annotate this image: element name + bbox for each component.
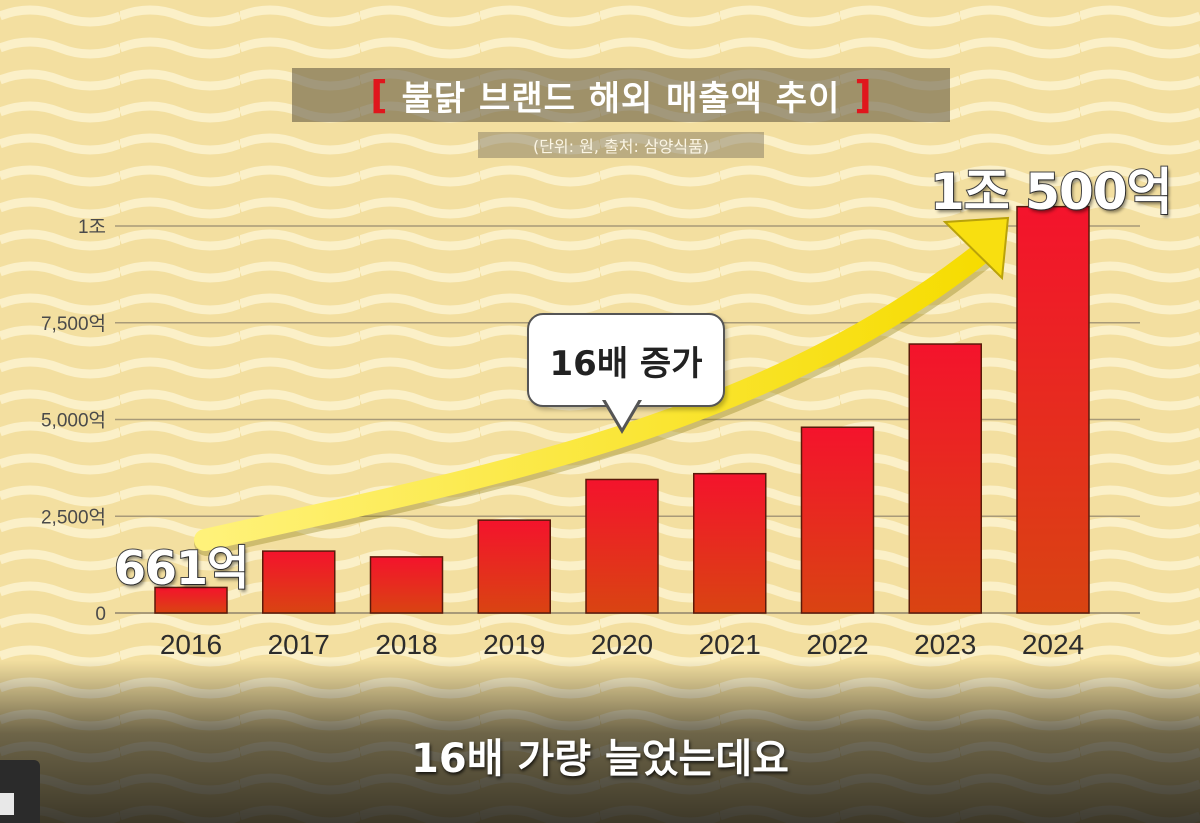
x-tick-label: 2020: [591, 629, 653, 660]
x-tick-label: 2021: [699, 629, 761, 660]
bar-2019: [477, 519, 551, 614]
y-tick-label: 1조: [78, 217, 106, 238]
bars: [154, 205, 1090, 614]
corner-overlay-square: [0, 793, 14, 815]
x-tick-label: 2017: [268, 629, 330, 660]
x-axis-ticks: 2016 2017 2018 2019 2020 2021 2022 2023 2024: [160, 629, 1084, 660]
bar-2022: [800, 426, 875, 614]
bar-2016: [154, 586, 228, 614]
end-value-label: 1조 500억: [929, 162, 1174, 222]
y-tick-label: 7,500억: [41, 313, 106, 335]
bar-2024: [1016, 205, 1090, 614]
x-tick-label: 2018: [375, 629, 437, 660]
growth-arrow-shaft: [194, 239, 996, 551]
x-tick-label: 2024: [1022, 629, 1084, 660]
x-tick-label: 2019: [483, 629, 545, 660]
y-tick-label: 0: [95, 604, 106, 625]
bar-2018: [369, 556, 444, 614]
chart-title: 불닭 브랜드 해외 매출액 추이: [401, 78, 841, 119]
start-value-label: 661억: [113, 540, 250, 596]
y-axis-ticks: 0 2,500억 5,000억 7,500억 1조: [41, 217, 106, 625]
x-tick-label: 2023: [914, 629, 976, 660]
bar-2020: [585, 478, 659, 614]
title-bracket-left: [: [370, 73, 388, 117]
video-caption: 16배 가량 늘었는데요: [411, 736, 789, 782]
bar-2021: [693, 472, 767, 614]
growth-arrow: [194, 216, 1010, 556]
caption-shade: [0, 660, 1200, 823]
y-tick-label: 2,500억: [41, 506, 106, 528]
chart-subtitle: (단위: 원, 출처: 삼양식품): [478, 132, 764, 158]
y-tick-label: 5,000억: [41, 410, 106, 432]
bar-2023: [908, 343, 982, 614]
growth-speech-bubble: 16배 증가: [527, 313, 725, 407]
x-tick-label: 2022: [806, 629, 868, 660]
x-tick-label: 2016: [160, 629, 222, 660]
title-bracket-right: ]: [854, 73, 872, 117]
growth-arrow-head: [942, 216, 1010, 281]
chart-title-box: [ 불닭 브랜드 해외 매출액 추이 ]: [292, 68, 950, 122]
bar-2017: [262, 550, 336, 614]
speech-bubble-tail-fill: [605, 399, 639, 428]
